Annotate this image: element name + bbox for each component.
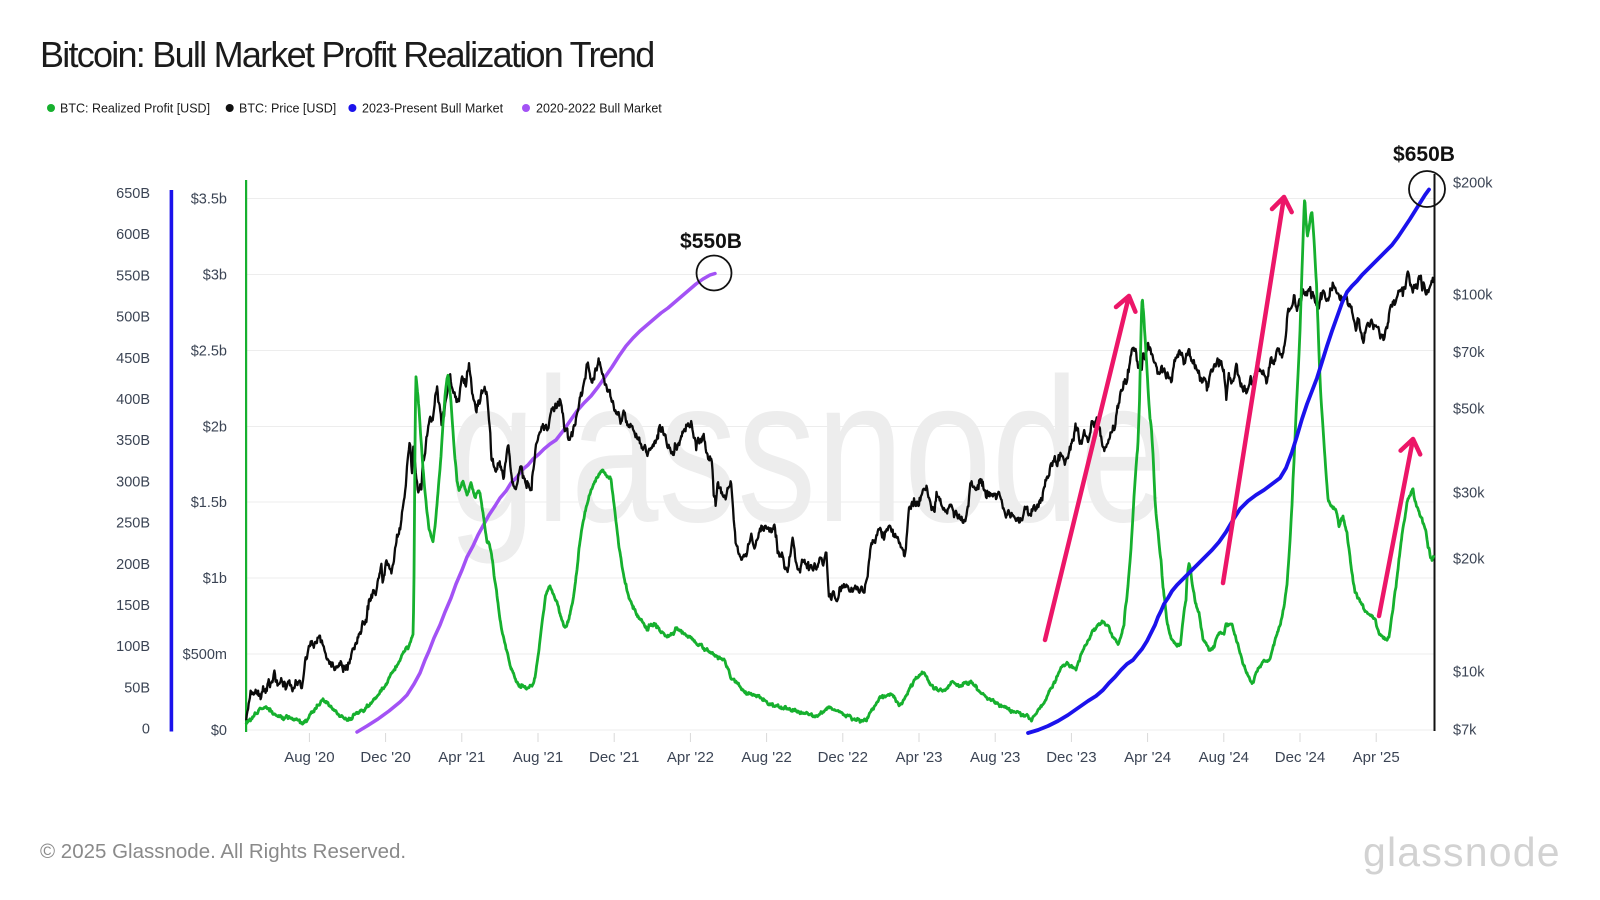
svg-text:150B: 150B [116,598,150,614]
svg-text:Aug '24: Aug '24 [1199,749,1249,766]
svg-text:0: 0 [142,722,150,738]
svg-text:$2b: $2b [203,419,227,435]
svg-text:100B: 100B [116,639,150,655]
svg-text:$1.5b: $1.5b [191,495,227,511]
svg-text:Dec '22: Dec '22 [818,749,868,766]
svg-text:$1b: $1b [203,571,227,587]
svg-text:550B: 550B [116,268,150,284]
svg-text:2023-Present Bull Market: 2023-Present Bull Market [362,102,504,116]
svg-text:$10k: $10k [1453,664,1485,680]
svg-text:Aug '23: Aug '23 [970,749,1020,766]
svg-text:200B: 200B [116,557,150,573]
svg-text:$2.5b: $2.5b [191,343,227,359]
svg-text:$3.5b: $3.5b [191,192,227,208]
svg-text:$3b: $3b [203,267,227,283]
svg-text:Dec '24: Dec '24 [1275,749,1325,766]
svg-text:Aug '20: Aug '20 [284,749,334,766]
svg-text:$550B: $550B [680,230,742,253]
svg-text:650B: 650B [116,186,150,202]
svg-text:Bitcoin: Bull Market Profit Re: Bitcoin: Bull Market Profit Realization … [40,34,654,75]
svg-text:500B: 500B [116,310,150,326]
svg-text:350B: 350B [116,433,150,449]
svg-text:$30k: $30k [1453,485,1485,501]
svg-text:600B: 600B [116,227,150,243]
svg-text:$50k: $50k [1453,402,1485,418]
svg-text:$0: $0 [211,723,227,739]
svg-text:250B: 250B [116,516,150,532]
svg-text:Apr '24: Apr '24 [1124,749,1171,766]
svg-text:50B: 50B [124,680,150,696]
svg-text:glassnode: glassnode [448,336,1167,565]
svg-text:Apr '22: Apr '22 [667,749,714,766]
svg-text:400B: 400B [116,392,150,408]
svg-text:$100k: $100k [1453,288,1493,304]
svg-text:$500m: $500m [183,647,227,663]
svg-text:BTC: Price [USD]: BTC: Price [USD] [239,102,336,116]
svg-text:2020-2022 Bull Market: 2020-2022 Bull Market [536,102,662,116]
svg-text:Aug '22: Aug '22 [741,749,791,766]
svg-text:300B: 300B [116,474,150,490]
svg-text:Dec '21: Dec '21 [589,749,639,766]
svg-text:Dec '20: Dec '20 [360,749,410,766]
svg-text:$650B: $650B [1393,143,1455,166]
svg-text:Aug '21: Aug '21 [513,749,563,766]
svg-text:© 2025 Glassnode. All Rights R: © 2025 Glassnode. All Rights Reserved. [40,840,406,863]
svg-text:$200k: $200k [1453,176,1493,192]
svg-text:$7k: $7k [1453,723,1477,739]
svg-text:BTC: Realized Profit [USD]: BTC: Realized Profit [USD] [60,102,210,116]
svg-text:Apr '25: Apr '25 [1353,749,1400,766]
svg-text:glassnode: glassnode [1363,829,1561,875]
svg-text:$20k: $20k [1453,552,1485,568]
svg-text:450B: 450B [116,351,150,367]
svg-text:Apr '21: Apr '21 [438,749,485,766]
svg-text:Dec '23: Dec '23 [1046,749,1096,766]
svg-text:Apr '23: Apr '23 [895,749,942,766]
svg-text:$70k: $70k [1453,345,1485,361]
